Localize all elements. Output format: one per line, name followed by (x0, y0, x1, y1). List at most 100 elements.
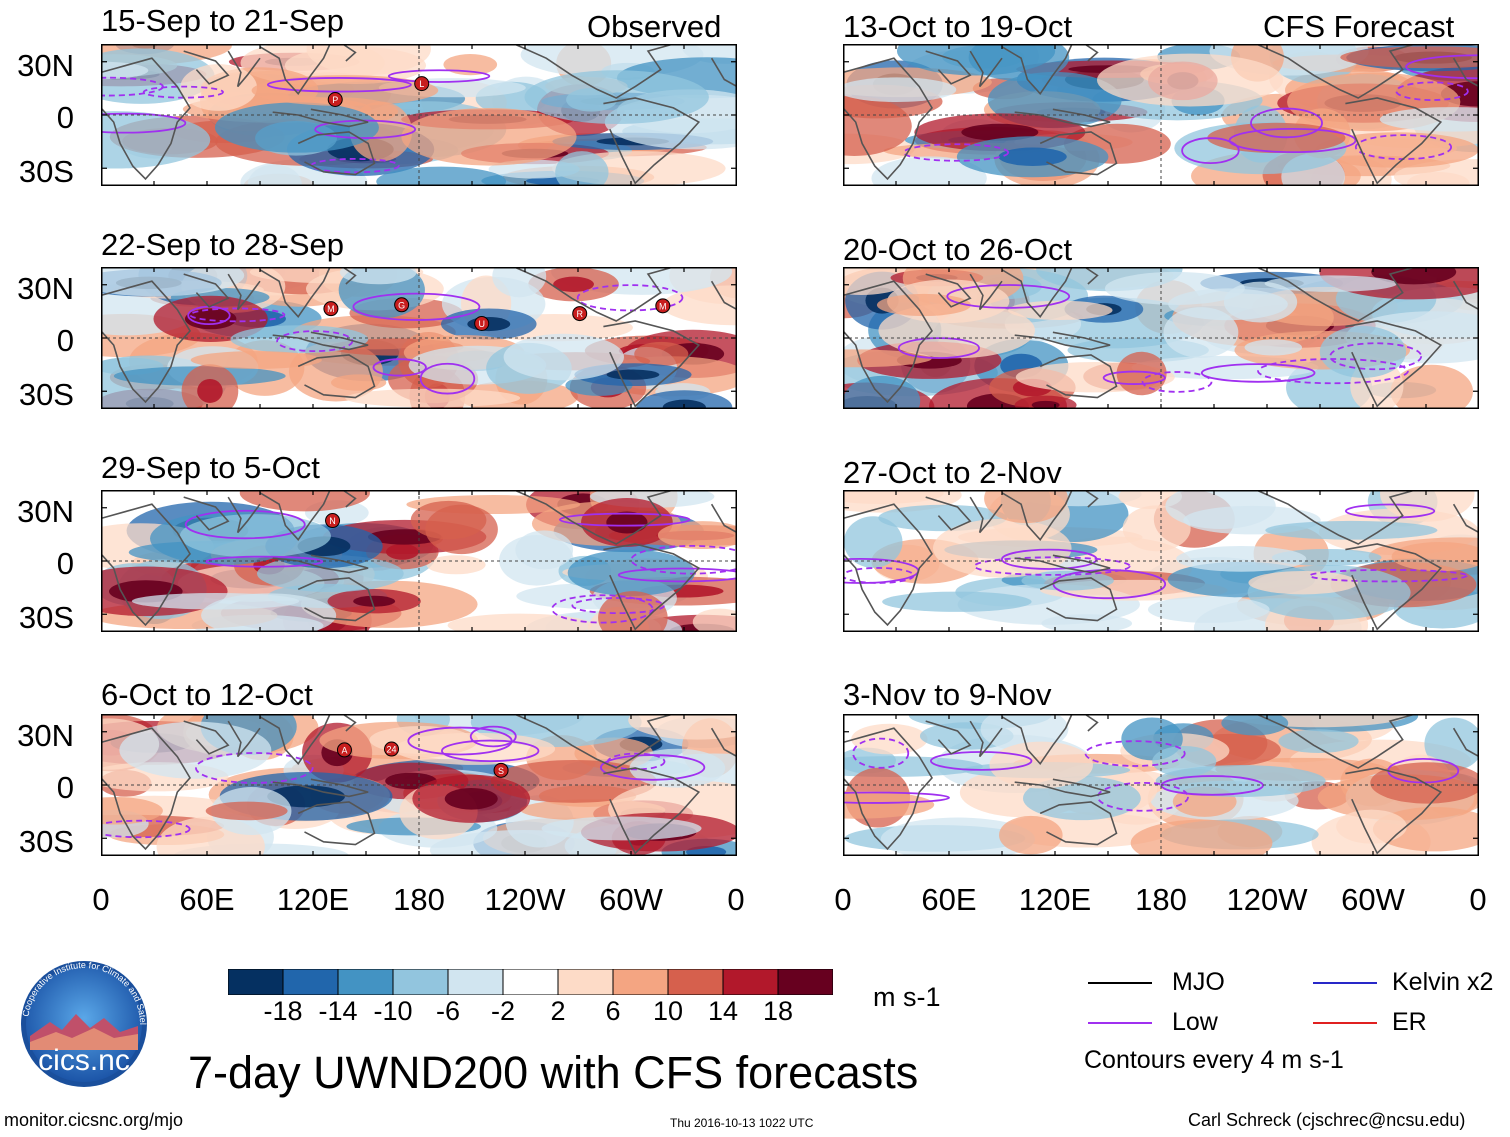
storm-label: L (419, 79, 424, 89)
forecast-map-1 (843, 44, 1479, 186)
legend-er: ER (1392, 1008, 1427, 1036)
lon-label-120e: 120E (276, 882, 350, 917)
lat-label-30s: 30S (18, 824, 74, 859)
observed-map-4: A 24 S (101, 714, 737, 856)
storm-label: M (327, 304, 335, 314)
storm-marker: U (474, 315, 490, 331)
lon-label-120w: 120W (484, 882, 566, 917)
footer-author: Carl Schreck (cjschrec@ncsu.edu) (1188, 1110, 1466, 1130)
lon-label-60e: 60E (179, 882, 235, 917)
legend-kelvin-line (1313, 982, 1377, 984)
lon-label-120e: 120E (1018, 882, 1092, 917)
observed-map-1: PL (101, 44, 737, 186)
storm-marker: S (493, 762, 509, 778)
colorbar-swatch (722, 969, 779, 995)
colorbar-label: 6 (605, 996, 621, 1026)
lon-label-60e: 60E (921, 882, 977, 917)
storm-label: A (341, 745, 347, 755)
lat-label-30n: 30N (17, 718, 74, 753)
lon-label-0-end: 0 (727, 882, 745, 917)
observed-map-2: M G U R M (101, 267, 737, 409)
storm-marker: N (325, 513, 341, 529)
colorbar-swatch (392, 969, 449, 995)
observed-period-4: 6-Oct to 12-Oct (101, 677, 313, 712)
colorbar-swatch (228, 969, 284, 995)
forecast-period-4: 3-Nov to 9-Nov (843, 677, 1052, 712)
storm-marker: M (655, 298, 671, 314)
lat-label-eq: 0 (56, 323, 74, 358)
lon-label-180: 180 (1135, 882, 1187, 917)
forecast-period-3: 27-Oct to 2-Nov (843, 455, 1062, 490)
colorbar-units: m s-1 (873, 982, 941, 1012)
storm-marker: 24 (384, 741, 400, 757)
storm-label: P (332, 95, 338, 105)
storm-marker: R (572, 306, 588, 322)
storm-marker: G (394, 297, 410, 313)
legend-mjo: MJO (1172, 968, 1225, 996)
legend-mjo-line (1088, 982, 1152, 984)
storm-label: S (498, 766, 504, 776)
lat-label-30s: 30S (18, 377, 74, 412)
colorbar-label: 18 (762, 996, 794, 1026)
observed-period-1: 15-Sep to 21-Sep (101, 3, 345, 38)
colorbar (228, 969, 833, 995)
forecast-map-3 (843, 490, 1479, 632)
lon-label-0-end: 0 (1469, 882, 1487, 917)
lat-label-eq: 0 (56, 100, 74, 135)
colorbar-label: 10 (652, 996, 684, 1026)
storm-label: G (398, 300, 405, 310)
lon-label-180: 180 (393, 882, 445, 917)
legend-kelvin: Kelvin x2 (1392, 968, 1494, 996)
colorbar-label: 14 (707, 996, 739, 1026)
lat-label-30s: 30S (18, 600, 74, 635)
colorbar-swatch (337, 969, 394, 995)
lat-label-30n: 30N (17, 494, 74, 529)
observed-map-3: N (101, 490, 737, 632)
observed-period-3: 29-Sep to 5-Oct (101, 450, 320, 485)
lat-label-eq: 0 (56, 546, 74, 581)
logo-text: cics.nc (38, 1044, 130, 1077)
colorbar-swatch (667, 969, 724, 995)
colorbar-label: -18 (263, 996, 303, 1026)
colorbar-swatch (447, 969, 504, 995)
colorbar-swatch (282, 969, 339, 995)
footer-website[interactable]: monitor.cicsnc.org/mjo (4, 1110, 184, 1130)
observed-period-2: 22-Sep to 28-Sep (101, 227, 345, 262)
colorbar-label: 2 (550, 996, 566, 1026)
storm-marker: L (414, 76, 430, 92)
colorbar-label: -14 (318, 996, 358, 1026)
forecast-period-2: 20-Oct to 26-Oct (843, 232, 1073, 267)
colorbar-label: -10 (373, 996, 413, 1026)
lat-label-eq: 0 (56, 770, 74, 805)
forecast-period-1: 13-Oct to 19-Oct (843, 9, 1073, 44)
footer-timestamp: Thu 2016-10-13 1022 UTC (670, 1116, 814, 1130)
storm-marker: A (336, 742, 352, 758)
storm-marker: M (323, 301, 339, 317)
forecast-header: CFS Forecast (1263, 9, 1455, 44)
forecast-map-4 (843, 714, 1479, 856)
colorbar-swatch (612, 969, 669, 995)
storm-label: N (329, 516, 336, 526)
colorbar-swatch (502, 969, 559, 995)
colorbar-label: -2 (490, 996, 515, 1026)
storm-marker: P (327, 92, 343, 108)
lon-label-60w: 60W (1341, 882, 1405, 917)
lon-label-120w: 120W (1226, 882, 1308, 917)
lat-label-30s: 30S (18, 154, 74, 189)
lat-label-30n: 30N (17, 48, 74, 83)
storm-label: 24 (387, 745, 397, 755)
lon-label-0: 0 (92, 882, 110, 917)
cics-logo: Cooperative Institute for Climate and Sa… (10, 958, 148, 1087)
legend-contour-note: Contours every 4 m s-1 (1084, 1046, 1344, 1074)
colorbar-swatch (777, 969, 833, 995)
main-title: 7-day UWND200 with CFS forecasts (188, 1047, 919, 1098)
lat-label-30n: 30N (17, 271, 74, 306)
colorbar-swatch (557, 969, 614, 995)
legend-low-line (1088, 1022, 1152, 1024)
forecast-map-2 (843, 267, 1479, 409)
legend-low: Low (1172, 1008, 1218, 1036)
storm-label: M (659, 301, 667, 311)
storm-label: R (576, 309, 583, 319)
observed-header: Observed (587, 9, 722, 44)
legend-er-line (1313, 1022, 1377, 1024)
